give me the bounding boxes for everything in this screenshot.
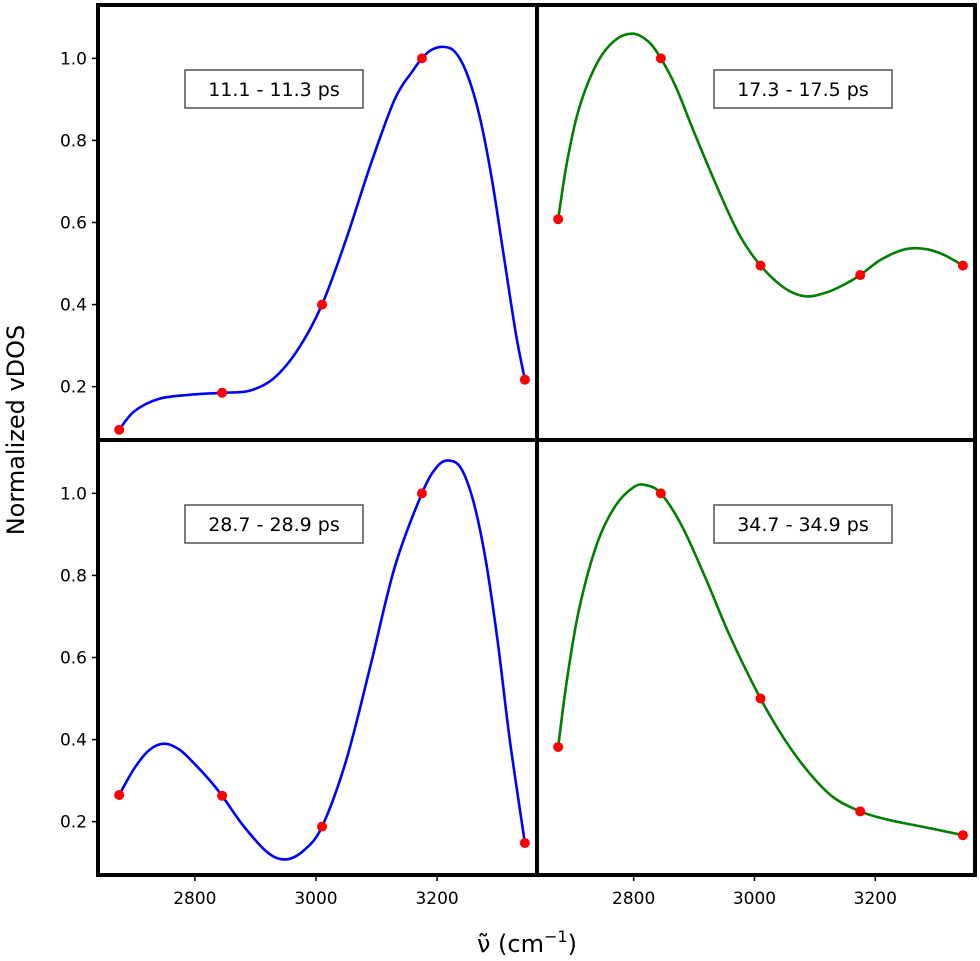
panel-bottom-right: 2800 3000 3200 34.7 - 34.9 ps: [553, 483, 968, 909]
data-point: [755, 260, 766, 271]
data-point: [755, 693, 766, 704]
panel-bottom-left: 0.2 0.4 0.6 0.8 1.0 2800 3000 3200 28.7 - 28.9 p…: [60, 459, 530, 909]
y-tick-label: 0.8: [60, 131, 87, 151]
data-point: [855, 270, 866, 281]
series-line: [118, 459, 527, 861]
data-point: [416, 53, 427, 64]
data-point: [655, 488, 666, 499]
panel-top-right: 17.3 - 17.5 ps: [553, 32, 968, 298]
x-axis-label: ν̃ (cm−1): [477, 927, 577, 958]
annotation-label: 34.7 - 34.9 ps: [737, 514, 869, 536]
annotation-label: 28.7 - 28.9 ps: [208, 514, 340, 536]
annotation-box: [713, 504, 893, 544]
annotation-box: [184, 69, 364, 109]
annotation-box: [184, 504, 364, 544]
series-line: [556, 32, 964, 298]
annotation-box: [713, 69, 893, 109]
y-tick-label: 1.0: [60, 484, 87, 504]
y-tick-label: 0.4: [60, 296, 87, 316]
y-tick-label: 0.2: [60, 813, 87, 833]
y-tick-label: 0.6: [60, 214, 87, 234]
y-tick-label: 0.8: [60, 566, 87, 586]
y-tick-label: 1.0: [60, 49, 87, 69]
x-tick-label: 2800: [612, 889, 655, 909]
data-point: [114, 789, 125, 800]
plot-area: 0.2 0.4 0.6 0.8 1.0 11.1 - 11.3 ps 17.3 - 17.5…: [60, 3, 977, 909]
data-point: [114, 424, 125, 435]
data-point: [655, 53, 666, 64]
data-point: [217, 387, 228, 398]
data-point: [957, 830, 968, 841]
series-line: [118, 45, 527, 431]
x-tick-label: 3200: [854, 889, 897, 909]
data-point: [855, 806, 866, 817]
x-axis-label-main: ν̃ (cm: [477, 930, 544, 958]
data-point: [519, 374, 530, 385]
x-tick-label: 2800: [173, 889, 216, 909]
data-point: [217, 790, 228, 801]
series-line: [556, 483, 964, 837]
y-tick-label: 0.4: [60, 731, 87, 751]
x-tick-label: 3000: [733, 889, 776, 909]
data-point: [317, 821, 328, 832]
data-point: [957, 260, 968, 271]
panel-top-left: 0.2 0.4 0.6 0.8 1.0 11.1 - 11.3 ps: [60, 45, 530, 435]
data-point: [519, 837, 530, 848]
data-point: [553, 741, 564, 752]
y-tick-label: 0.6: [60, 649, 87, 669]
x-axis-label-close: ): [568, 930, 577, 958]
data-point: [553, 214, 564, 225]
x-tick-label: 3000: [294, 889, 337, 909]
data-point: [317, 299, 328, 310]
x-axis-label-superscript: −1: [544, 927, 568, 946]
annotation-label: 11.1 - 11.3 ps: [208, 79, 340, 101]
y-axis-label: Normalized vDOS: [2, 325, 30, 536]
data-point: [416, 488, 427, 499]
y-tick-label: 0.2: [60, 378, 87, 398]
annotation-label: 17.3 - 17.5 ps: [737, 79, 869, 101]
panel-frame: [535, 438, 977, 877]
x-tick-label: 3200: [415, 889, 458, 909]
